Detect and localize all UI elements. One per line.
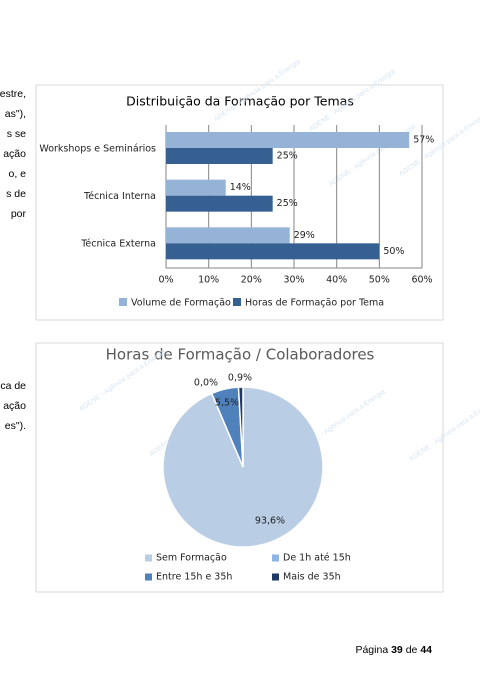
page-footer: Página 39 de 44 <box>355 644 432 656</box>
legend-swatch <box>272 554 279 562</box>
chart-title: Horas de Formação / Colaboradores <box>106 346 375 364</box>
body-text-fragment: o, e <box>8 168 26 180</box>
legend-label: De 1h até 15h <box>283 553 351 564</box>
y-tick-label: Técnica Interna <box>83 191 156 202</box>
data-label: 25% <box>277 198 298 209</box>
x-tick-label: 0% <box>158 275 173 286</box>
legend-swatch <box>145 554 152 562</box>
x-tick-label: 20% <box>241 275 262 286</box>
body-text-fragment: s de <box>6 188 26 200</box>
x-tick-label: 50% <box>369 275 390 286</box>
data-label: 0,9% <box>228 373 252 384</box>
data-label: 57% <box>413 135 434 146</box>
data-label: 25% <box>277 151 298 162</box>
footer-text: de <box>406 644 418 656</box>
body-text-fragment: es"). <box>5 420 26 432</box>
data-label: 5,5% <box>215 398 239 409</box>
y-tick-label: Workshops e Seminários <box>39 143 156 154</box>
x-tick-label: 10% <box>198 275 219 286</box>
bar <box>166 243 380 260</box>
footer-text: Página <box>355 644 388 656</box>
data-label: 0,0% <box>194 378 218 389</box>
page-total: 44 <box>420 644 432 656</box>
legend-label: Mais de 35h <box>283 572 341 583</box>
bar <box>166 148 273 164</box>
legend-swatch <box>145 573 152 581</box>
body-text-fragment: estre, <box>0 88 26 100</box>
x-tick-label: 60% <box>411 275 432 286</box>
legend-swatch <box>119 298 127 306</box>
body-text-fragment: ca de <box>0 380 26 392</box>
data-label: 29% <box>294 230 315 241</box>
page-number: 39 <box>391 644 403 656</box>
bar <box>166 227 290 244</box>
pie-slice <box>237 386 244 468</box>
legend-label: Sem Formação <box>156 553 227 564</box>
body-text-fragment: ação <box>3 400 26 412</box>
bar <box>166 179 226 196</box>
y-tick-label: Técnica Externa <box>80 239 156 250</box>
body-text-fragment: as"), <box>5 108 26 120</box>
data-label: 14% <box>230 182 251 193</box>
data-label: 50% <box>383 246 404 257</box>
legend-label: Entre 15h e 35h <box>156 572 232 583</box>
bar <box>166 132 410 148</box>
body-text-fragment: s se <box>7 128 26 140</box>
bar <box>166 195 273 212</box>
x-tick-label: 40% <box>326 275 347 286</box>
legend-swatch <box>233 298 241 306</box>
chart-title: Distribuição da Formação por Temas <box>126 94 354 109</box>
data-label: 93,6% <box>255 516 285 527</box>
body-text-fragment: ação <box>3 148 26 160</box>
x-tick-label: 30% <box>283 275 304 286</box>
body-text-fragment: por <box>11 208 27 220</box>
legend-label: Volume de Formação <box>131 298 231 309</box>
legend-swatch <box>272 573 279 581</box>
legend-label: Horas de Formação por Tema <box>245 298 384 309</box>
